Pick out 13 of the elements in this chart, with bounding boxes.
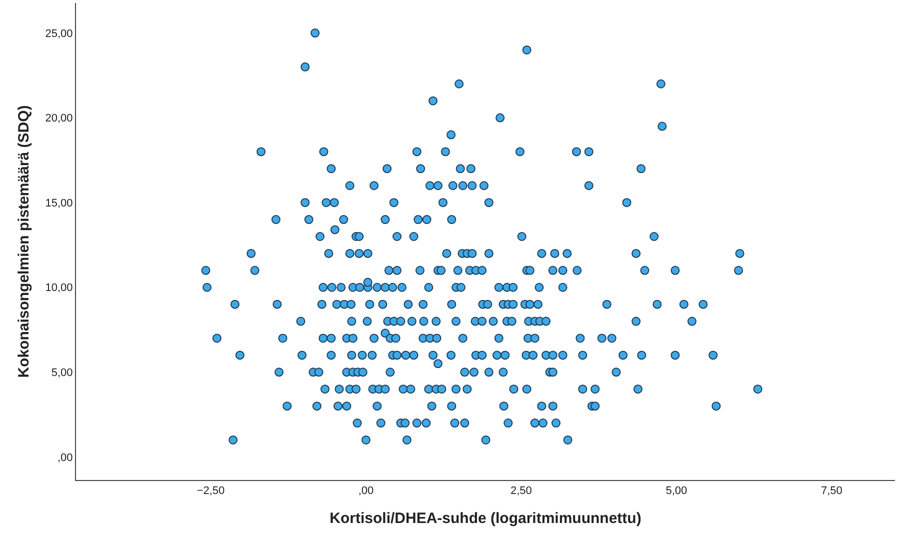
x-tick-label: 7,50 (820, 485, 842, 498)
x-tick-label: −2,50 (196, 485, 225, 498)
x-tick-label: 2,50 (510, 485, 532, 498)
y-tick-label: 5,00 (51, 367, 73, 379)
y-tick-label: 25,00 (45, 28, 73, 40)
y-tick-label: 20,00 (45, 112, 73, 125)
x-axis-title: Kortisoli/DHEA-suhde (logaritmimuunnettu) (330, 510, 642, 528)
x-tick-label: 5,00 (666, 485, 688, 498)
y-tick-label: ,00 (58, 452, 73, 464)
y-axis-title: Kokonaisongelmien pistemäärä (SDQ) (16, 105, 33, 378)
y-tick-label: 15,00 (45, 197, 73, 210)
x-tick-label: ,00 (358, 485, 374, 498)
y-tick-label: 10,00 (45, 282, 73, 294)
